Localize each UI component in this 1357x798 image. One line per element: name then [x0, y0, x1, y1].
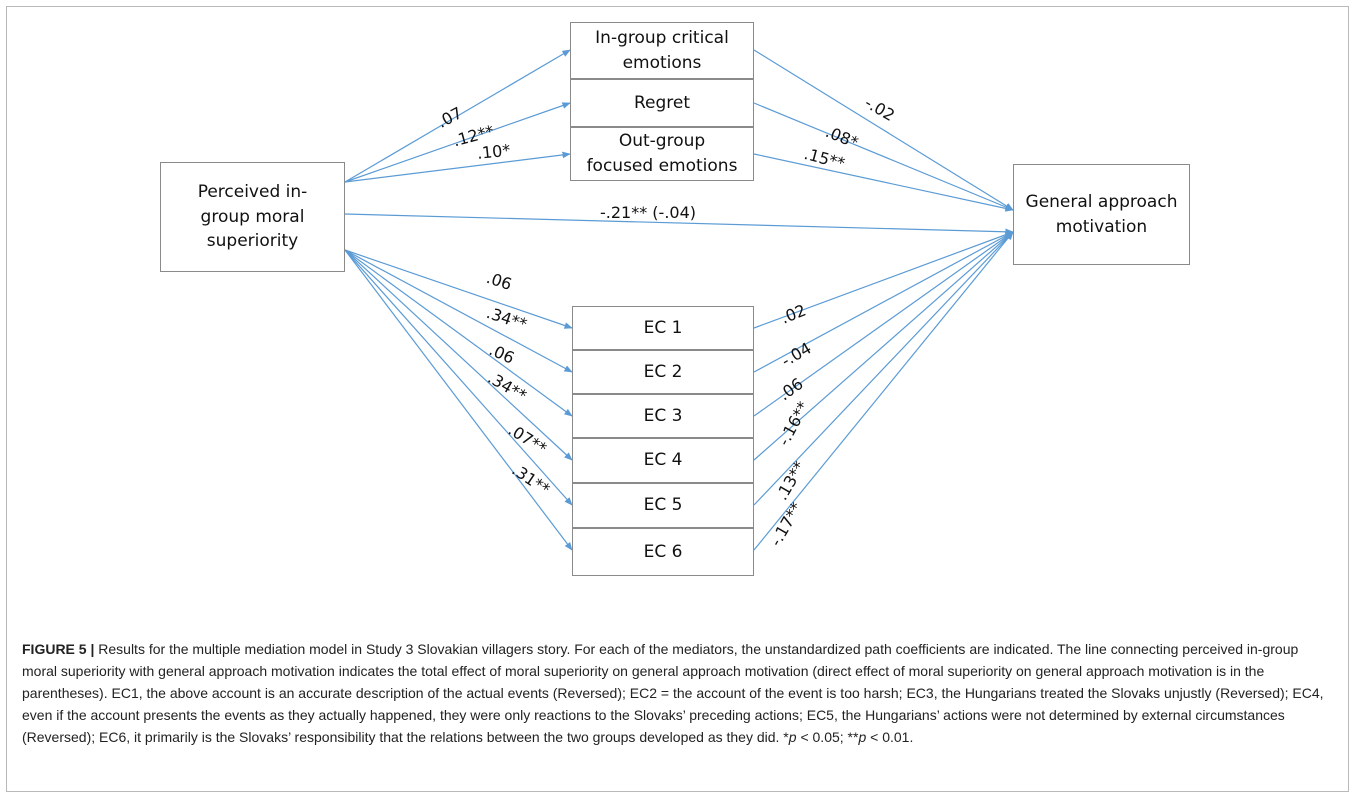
path-to-ec5 [344, 249, 573, 506]
path-ec5-out [753, 231, 1014, 506]
caption-text-1: Results for the multiple mediation model… [22, 641, 1324, 745]
path-to-ec3 [344, 249, 573, 417]
path-to-ec2 [344, 249, 573, 373]
figure-caption: FIGURE 5 | Results for the multiple medi… [22, 638, 1337, 748]
path-ec3-out [753, 231, 1014, 417]
path-ec6-out [753, 231, 1014, 551]
caption-p1: p [788, 729, 797, 745]
predictor-box: Perceived in- group moral superiority [160, 162, 345, 272]
ec1-box: EC 1 [572, 306, 754, 350]
ec4-box: EC 4 [572, 438, 754, 483]
path-to-regret [344, 102, 571, 183]
mediation-diagram [344, 49, 1014, 551]
outgroup-focused-box: Out-group focused emotions [570, 127, 754, 181]
outcome-box: General approach motivation [1013, 164, 1190, 265]
caption-text-2: < 0.05; ** [796, 729, 859, 745]
path-to-ingroup-critical [344, 49, 571, 183]
ec2-box: EC 2 [572, 350, 754, 394]
ec3-box: EC 3 [572, 394, 754, 438]
regret-box: Regret [570, 79, 754, 127]
path-to-outgroup-focused [344, 151, 571, 183]
path-regret-out [753, 102, 1014, 211]
path-ingroup-critical-out [753, 49, 1014, 211]
ec5-box: EC 5 [572, 483, 754, 528]
figure-frame [6, 6, 1349, 792]
coef-total-effect: -.21** (-.04) [600, 203, 697, 222]
path-to-ec1 [344, 249, 573, 329]
ec6-box: EC 6 [572, 528, 754, 576]
path-to-ec6 [344, 249, 573, 551]
path-ec1-out [753, 231, 1014, 329]
path-outgroup-focused-out [753, 153, 1014, 212]
path-ec4-out [753, 231, 1014, 461]
coef-a-outgroup-focused: .10* [476, 140, 512, 163]
caption-text-3: < 0.01. [866, 729, 914, 745]
ingroup-critical-box: In-group critical emotions [570, 22, 754, 79]
caption-label: FIGURE 5 | [22, 641, 95, 657]
path-direct-effect [344, 213, 1014, 236]
caption-p2: p [858, 729, 867, 745]
path-to-ec4 [344, 249, 573, 461]
path-ec2-out [753, 231, 1014, 373]
